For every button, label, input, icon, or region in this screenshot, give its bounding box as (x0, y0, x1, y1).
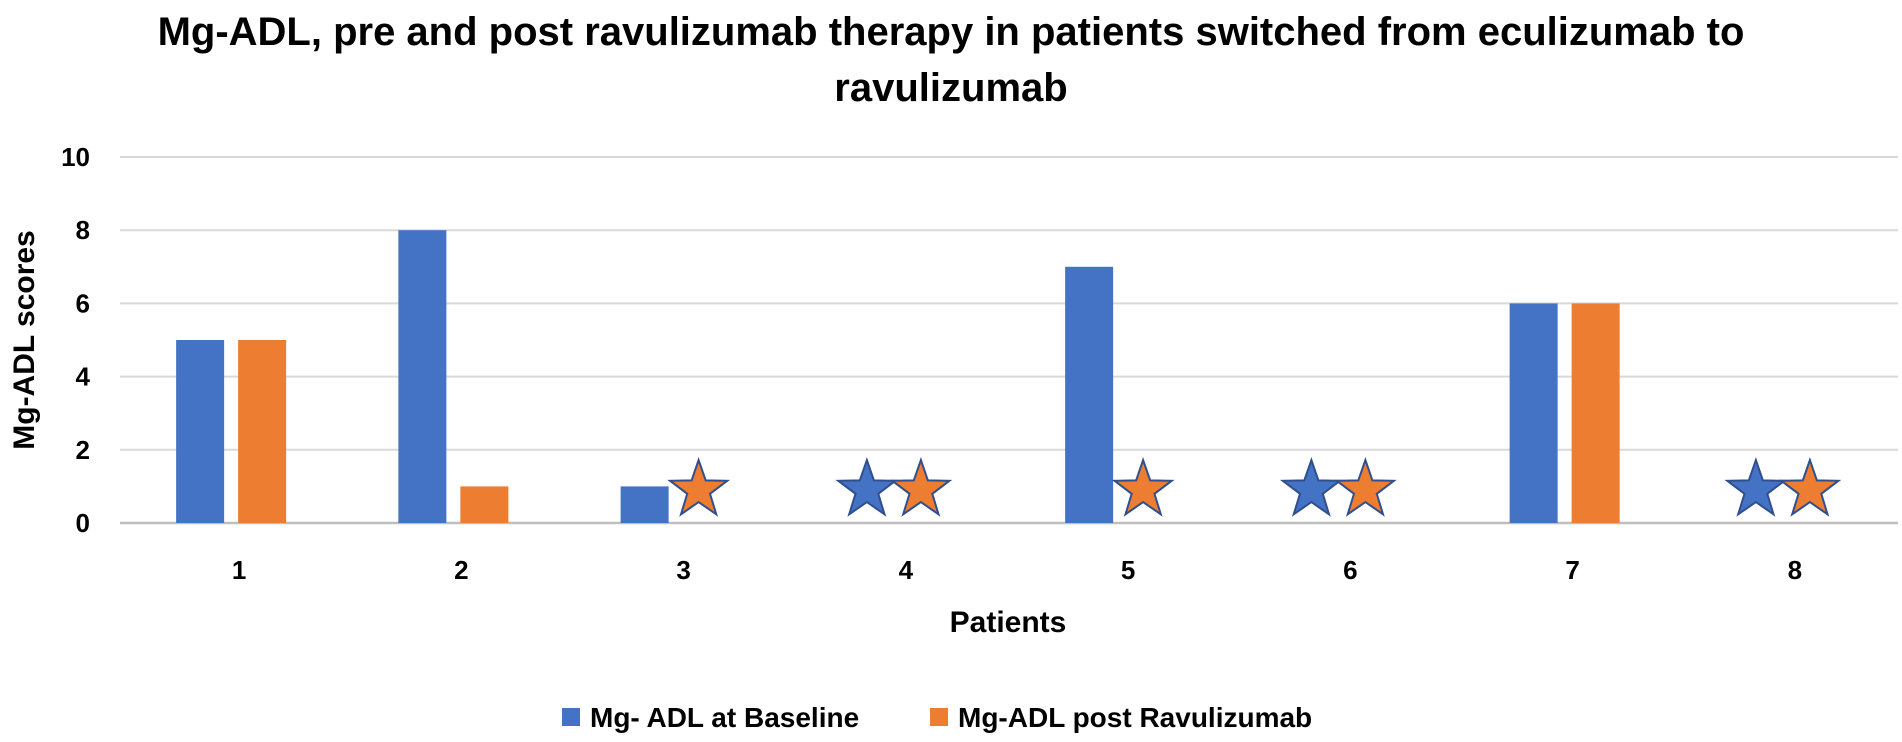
x-tick-label-2: 2 (454, 555, 468, 585)
bar-series1-patient-7 (1509, 303, 1558, 523)
x-tick-label-4: 4 (899, 555, 914, 585)
y-tick-label-10: 10 (61, 142, 90, 172)
star-marker-series1-patient-6 (1279, 457, 1343, 517)
bars (176, 230, 1842, 523)
y-tick-label-6: 6 (76, 288, 90, 318)
star-marker-series1-patient-4 (835, 457, 899, 517)
y-tick-label-8: 8 (76, 215, 90, 245)
star-marker-series2-patient-5 (1111, 457, 1175, 517)
star-marker-series1-patient-8 (1724, 457, 1788, 517)
legend-swatch-1 (562, 708, 580, 726)
x-tick-label-8: 8 (1788, 555, 1802, 585)
legend: Mg- ADL at Baseline Mg-ADL post Ravulizum… (562, 702, 1312, 733)
x-axis-ticks: 1 2 3 4 5 6 7 8 (232, 555, 1802, 585)
x-tick-label-7: 7 (1565, 555, 1579, 585)
star-marker-series2-patient-8 (1778, 457, 1842, 517)
chart-title-line-1: Mg-ADL, pre and post ravulizumab therapy… (157, 10, 1745, 54)
star-marker-series2-patient-4 (889, 457, 953, 517)
y-axis-ticks: 0 2 4 6 8 10 (61, 142, 90, 538)
x-tick-label-3: 3 (676, 555, 690, 585)
bar-series1-patient-2 (398, 230, 447, 523)
bar-series1-patient-1 (176, 340, 225, 523)
bar-series2-patient-2 (460, 486, 509, 523)
star-marker-series2-patient-3 (667, 457, 731, 517)
y-tick-label-2: 2 (76, 435, 90, 465)
legend-label-2: Mg-ADL post Ravulizumab (958, 702, 1312, 733)
bar-series2-patient-7 (1571, 303, 1620, 523)
legend-swatch-2 (930, 708, 948, 726)
bar-series1-patient-5 (1065, 266, 1114, 523)
bar-series2-patient-1 (238, 340, 287, 523)
bar-series1-patient-3 (620, 486, 669, 523)
x-tick-label-5: 5 (1121, 555, 1135, 585)
star-marker-series2-patient-6 (1333, 457, 1397, 517)
y-tick-label-0: 0 (76, 508, 90, 538)
grid-lines (120, 156, 1898, 525)
y-tick-label-4: 4 (76, 362, 91, 392)
x-axis-label: Patients (950, 606, 1067, 639)
x-tick-label-1: 1 (232, 555, 246, 585)
chart-title: Mg-ADL, pre and post ravulizumab therapy… (0, 4, 1902, 116)
y-axis-label: Mg-ADL scores (8, 230, 41, 450)
legend-label-1: Mg- ADL at Baseline (590, 702, 859, 733)
x-tick-label-6: 6 (1343, 555, 1357, 585)
chart-title-line-2: ravulizumab (834, 66, 1068, 110)
